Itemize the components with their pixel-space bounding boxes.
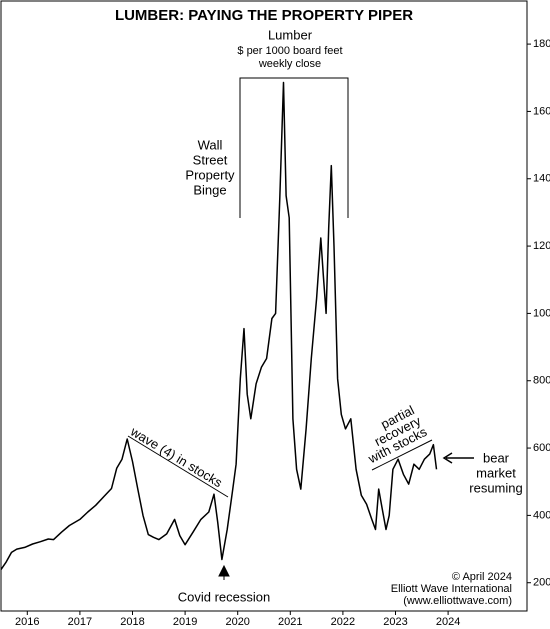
subtitle: $ per 1000 board feet <box>237 45 342 57</box>
y-tick-label: 600 <box>533 442 550 454</box>
x-tick-label: 2020 <box>225 616 249 628</box>
annotation: Street <box>193 152 228 167</box>
y-tick-label: 400 <box>533 509 550 521</box>
x-tick-label: 2024 <box>436 616 460 628</box>
trend-line <box>127 435 229 498</box>
annotation: wave (4) in stocks <box>127 423 225 490</box>
y-tick-label: 200 <box>533 577 550 589</box>
subtitle: Lumber <box>268 27 313 42</box>
chart-title: LUMBER: PAYING THE PROPERTY PIPER <box>115 7 413 24</box>
annotation: Elliott Wave International <box>391 583 512 595</box>
x-tick-label: 2019 <box>173 616 197 628</box>
x-tick-label: 2018 <box>120 616 144 628</box>
y-tick-label: 1200 <box>533 240 550 252</box>
bracket <box>239 77 349 218</box>
annotation: Covid recession <box>178 589 271 604</box>
annotation: Property <box>185 167 235 182</box>
plot-frame <box>0 0 528 612</box>
annotation: market <box>476 465 516 480</box>
x-tick-label: 2016 <box>15 616 39 628</box>
trend-line <box>371 439 433 471</box>
y-tick-label: 1400 <box>533 173 550 185</box>
x-tick-label: 2021 <box>278 616 302 628</box>
annotation: © April 2024 <box>452 571 512 583</box>
annotation: Wall <box>198 137 223 152</box>
annotation: bear <box>483 450 510 465</box>
y-tick-label: 1800 <box>533 38 550 50</box>
annotation: resuming <box>469 480 522 495</box>
arrow <box>442 452 474 464</box>
y-tick-label: 800 <box>533 375 550 387</box>
annotation: (www.elliottwave.com) <box>403 595 512 607</box>
annotation: Binge <box>193 182 226 197</box>
y-tick-label: 1000 <box>533 307 550 319</box>
x-tick-label: 2023 <box>383 616 407 628</box>
x-tick-label: 2017 <box>68 616 92 628</box>
y-tick-label: 1600 <box>533 105 550 117</box>
x-tick-label: 2022 <box>331 616 355 628</box>
arrow <box>218 564 230 580</box>
subtitle: weekly close <box>258 58 321 70</box>
price-line <box>0 81 438 571</box>
